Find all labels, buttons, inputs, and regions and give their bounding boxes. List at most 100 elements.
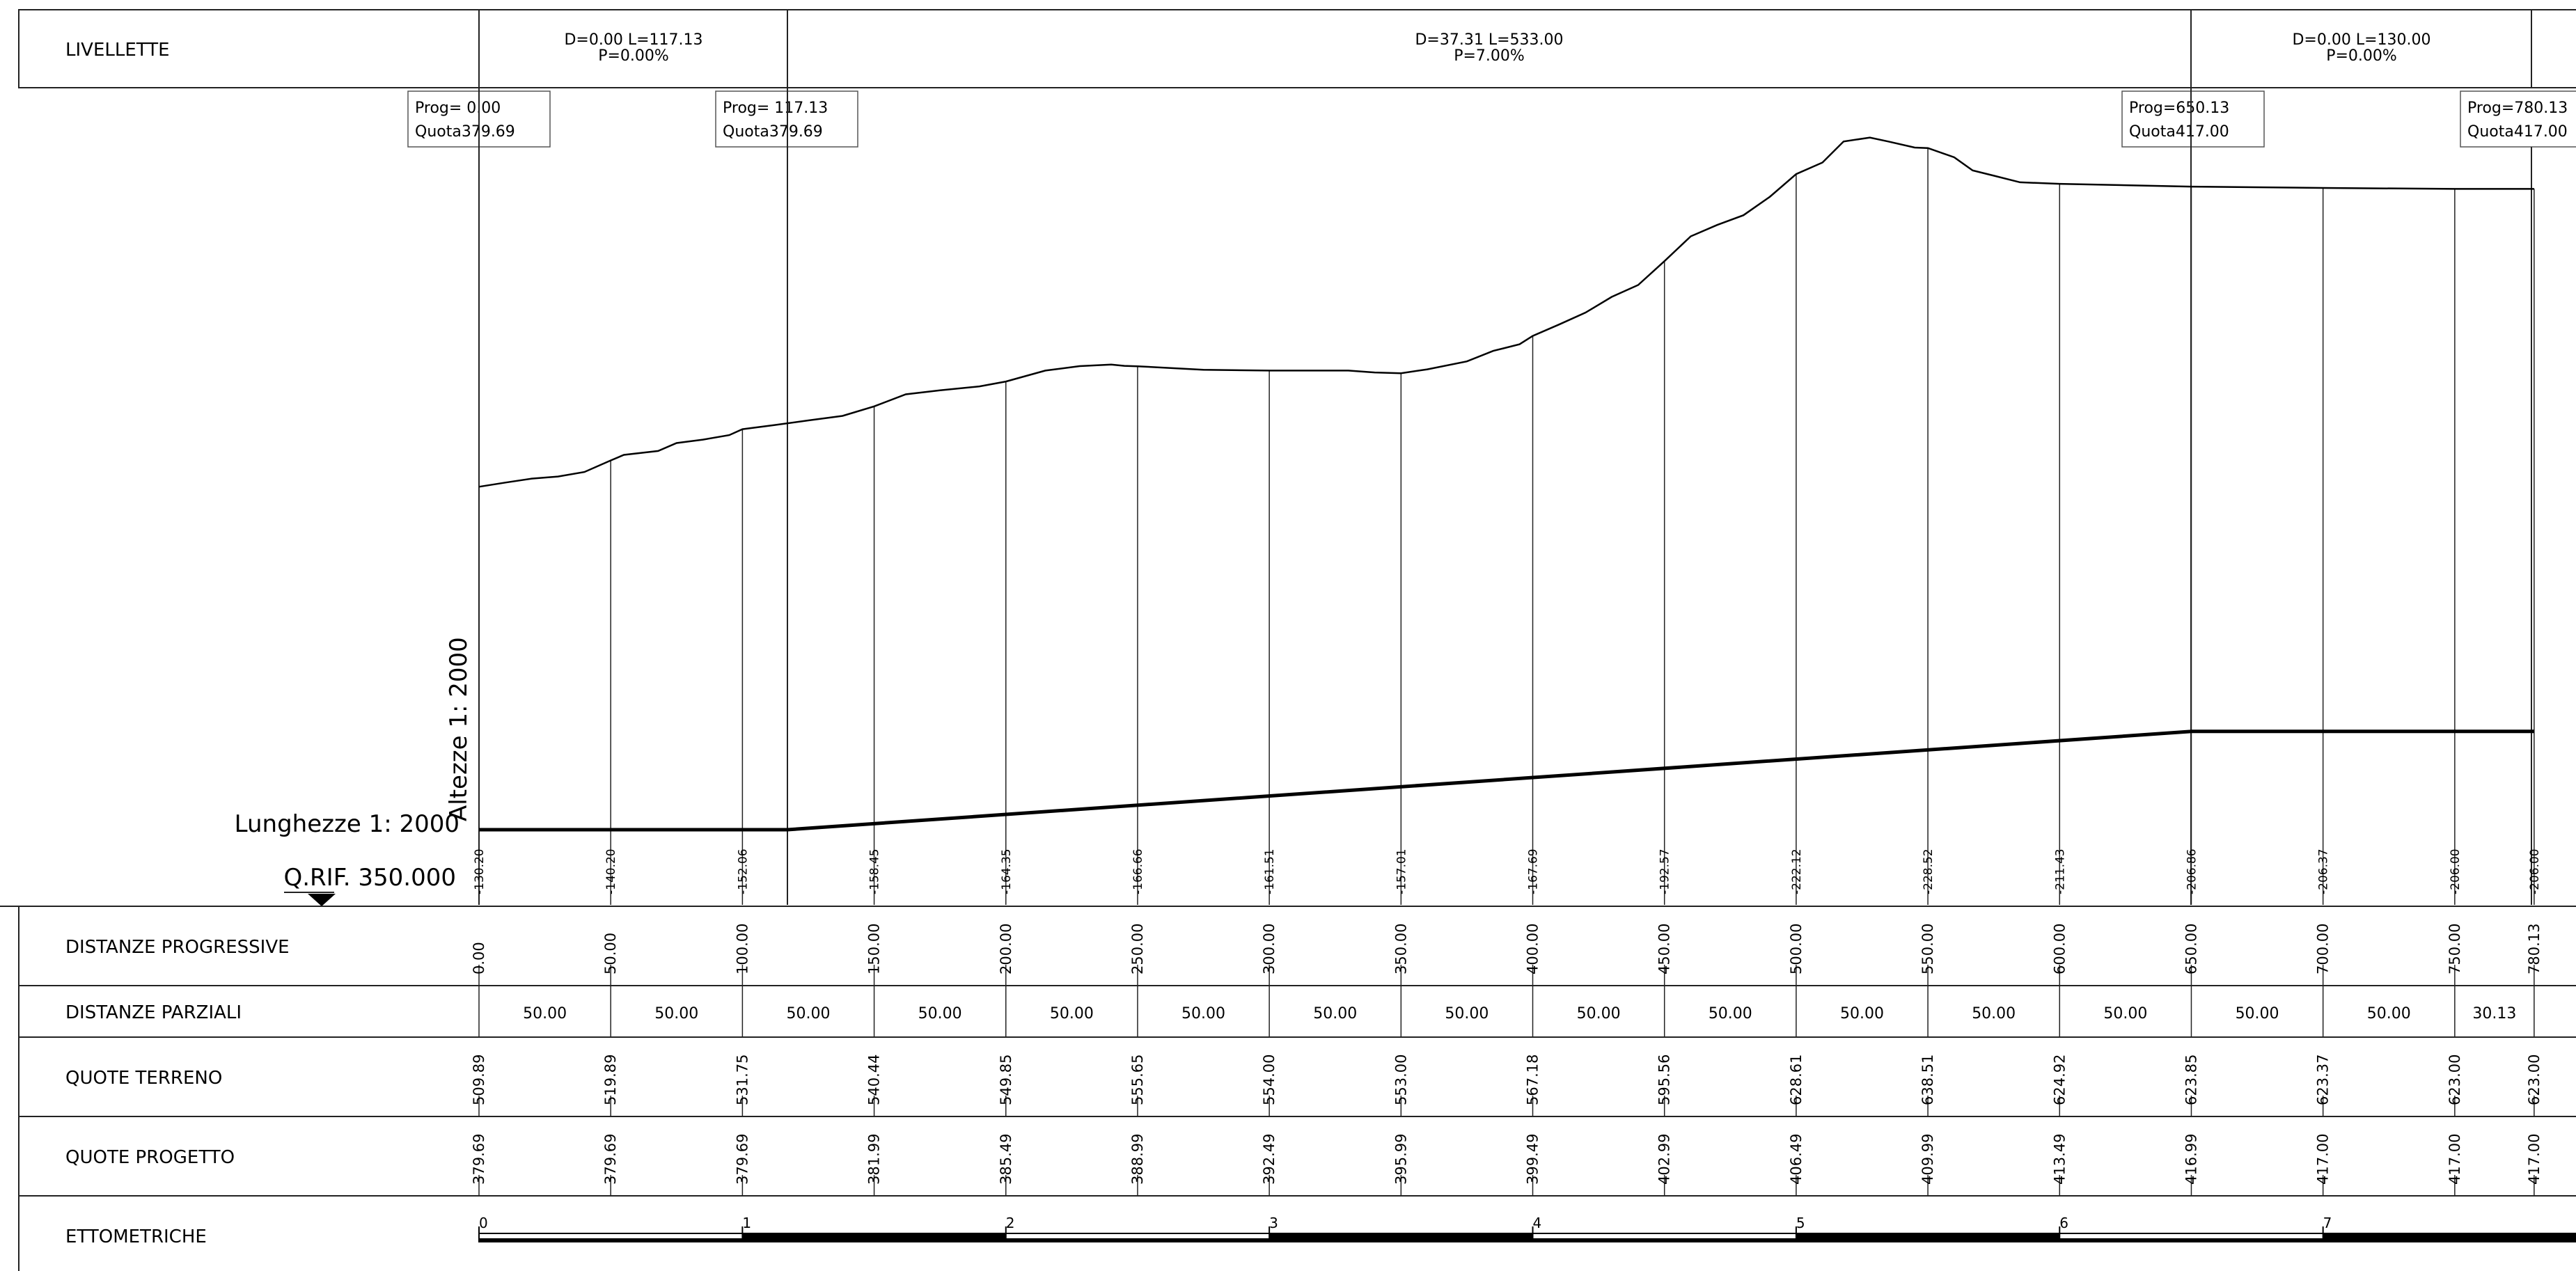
progressive-value: 50.00 [602, 933, 619, 974]
terrain-elevation-value: 623.00 [2447, 1055, 2463, 1105]
progressive-value: 600.00 [2051, 924, 2068, 974]
design-elevation-value: 385.49 [998, 1134, 1014, 1185]
partial-distance-value: 50.00 [918, 1005, 962, 1023]
terrain-elevation-value: 554.00 [1261, 1055, 1278, 1105]
progressive-value: 350.00 [1392, 924, 1409, 974]
design-elevation-value: 417.00 [2526, 1134, 2543, 1185]
livelletta-2-line1: D=37.31 L=533.00 [1415, 31, 1563, 49]
section-label: -140.20 [604, 848, 618, 894]
progressive-value: 550.00 [1919, 924, 1936, 974]
partial-distance-value: 50.00 [2236, 1005, 2279, 1023]
design-elevation-value: 381.99 [866, 1134, 883, 1185]
terrain-elevation-value: 623.85 [2183, 1055, 2199, 1105]
terrain-elevation-value: 567.18 [1525, 1055, 1541, 1105]
partial-distance-value: 50.00 [1709, 1005, 1752, 1023]
terrain-elevation-value: 623.37 [2315, 1055, 2332, 1105]
qrif-label: Q.RIF. 350.000 [283, 864, 456, 892]
partial-distance-value: 50.00 [1050, 1005, 1094, 1023]
terrain-elevation-value: 555.65 [1129, 1055, 1146, 1105]
design-elevation-value: 379.69 [602, 1134, 619, 1185]
section-label: -152.06 [736, 848, 750, 894]
etto-label: 2 [1006, 1215, 1015, 1231]
etto-bar-fill [1532, 1238, 1796, 1242]
row-label-ettometriche: ETTOMETRICHE [65, 1226, 207, 1247]
section-label: -157.01 [1395, 848, 1408, 894]
partial-distance-value: 50.00 [1972, 1005, 2016, 1023]
partial-distance-value: 50.00 [2103, 1005, 2147, 1023]
design-elevation-value: 388.99 [1129, 1134, 1146, 1185]
etto-label: 4 [1533, 1215, 1542, 1231]
progressive-value: 100.00 [734, 924, 751, 974]
etto-label: 7 [2323, 1215, 2332, 1231]
section-labels: -130.20 -140.20 -152.06 -158.45 -164.35 -166.… [473, 848, 2542, 894]
etto-label: 1 [742, 1215, 751, 1231]
vertex-prog: Prog= 0.00 [415, 100, 501, 117]
vertex-prog: Prog=780.13 [2467, 100, 2568, 117]
etto-bar-fill [1005, 1238, 1270, 1242]
vertex-quota: Quota417.00 [2467, 123, 2568, 141]
design-elevation-value: 417.00 [2447, 1134, 2463, 1185]
vertex-prog: Prog= 117.13 [723, 100, 828, 117]
section-label: -206.00 [2528, 848, 2542, 894]
etto-bar-fill [2059, 1238, 2323, 1242]
section-label: -206.37 [2317, 848, 2331, 894]
design-elevation-value: 379.69 [734, 1134, 751, 1185]
livellette-frame [18, 9, 2576, 88]
qrif-datum-marker [308, 894, 336, 906]
scale-labels: Lunghezze 1: 2000 Altezze 1: 2000 Q.RIF.… [235, 637, 473, 907]
ground-profile-line [478, 136, 2534, 488]
data-table: DISTANZE PROGRESSIVE DISTANZE PARZIALI Q… [0, 906, 2576, 1271]
etto-bar-fill [742, 1233, 1006, 1242]
terrain-elevation-value: 553.00 [1392, 1055, 1409, 1105]
vertex-box [2460, 90, 2576, 148]
section-label: -164.35 [1000, 848, 1014, 894]
altezze-scale: Altezze 1: 2000 [445, 637, 473, 821]
etto-bar-fill [1269, 1233, 1533, 1242]
section-label: -206.86 [2185, 848, 2199, 894]
vertex-prog: Prog=650.13 [2129, 100, 2229, 117]
partial-distance-value: 50.00 [1577, 1005, 1621, 1023]
vertex-quota: Quota417.00 [2129, 123, 2229, 141]
etto-label: 0 [479, 1215, 488, 1231]
vertex-box [2121, 90, 2265, 148]
row-label-parziali: DISTANZE PARZIALI [65, 1002, 242, 1023]
partial-distance-value: 50.00 [654, 1005, 698, 1023]
partial-distance-value: 50.00 [523, 1005, 567, 1023]
partial-distance-value: 50.00 [786, 1005, 830, 1023]
livelletta-1-line1: D=0.00 L=117.13 [564, 31, 702, 49]
design-elevation-value: 406.49 [1788, 1134, 1805, 1185]
design-elevation-value: 379.69 [471, 1134, 487, 1185]
terrain-elevation-value: 595.56 [1656, 1055, 1673, 1105]
section-label: -222.12 [1790, 848, 1804, 894]
livelletta-3-line1: D=0.00 L=130.00 [2292, 31, 2430, 49]
design-elevation-value: 409.99 [1919, 1134, 1936, 1185]
terrain-elevation-value: 624.92 [2051, 1055, 2068, 1105]
design-elevation-value: 395.99 [1392, 1134, 1409, 1185]
progressive-value: 200.00 [998, 924, 1014, 974]
etto-bar-fill [1796, 1233, 2060, 1242]
progressive-value: 650.00 [2183, 924, 2199, 974]
section-label: -206.00 [2449, 848, 2463, 894]
etto-label: 6 [2059, 1215, 2068, 1231]
ettometric-scale-bar: 0 1 2 3 4 5 6 7 [478, 1215, 2576, 1242]
vertex-lines [478, 88, 2532, 905]
progressive-value: 400.00 [1525, 924, 1541, 974]
partial-distance-value: 50.00 [1840, 1005, 1884, 1023]
design-elevation-value: 392.49 [1261, 1134, 1278, 1185]
progressive-value: 500.00 [1788, 924, 1805, 974]
section-label: -228.52 [1922, 848, 1935, 894]
row-label-progetto: QUOTE PROGETTO [65, 1147, 235, 1168]
vertex-quota: Quota379.69 [415, 123, 515, 141]
etto-bar-fill [479, 1238, 743, 1242]
etto-label: 3 [1269, 1215, 1278, 1231]
row-label-progressive: DISTANZE PROGRESSIVE [65, 937, 290, 958]
livelletta-3-line2: P=0.00% [2326, 47, 2397, 65]
lunghezze-scale: Lunghezze 1: 2000 [235, 810, 460, 838]
section-label: -211.43 [2053, 848, 2067, 894]
progressive-value: 750.00 [2447, 924, 2463, 974]
section-label: -167.69 [1527, 848, 1541, 894]
partial-distance-value: 50.00 [1313, 1005, 1357, 1023]
partial-distance-value: 50.00 [1181, 1005, 1225, 1023]
design-grade-line [479, 729, 2534, 832]
